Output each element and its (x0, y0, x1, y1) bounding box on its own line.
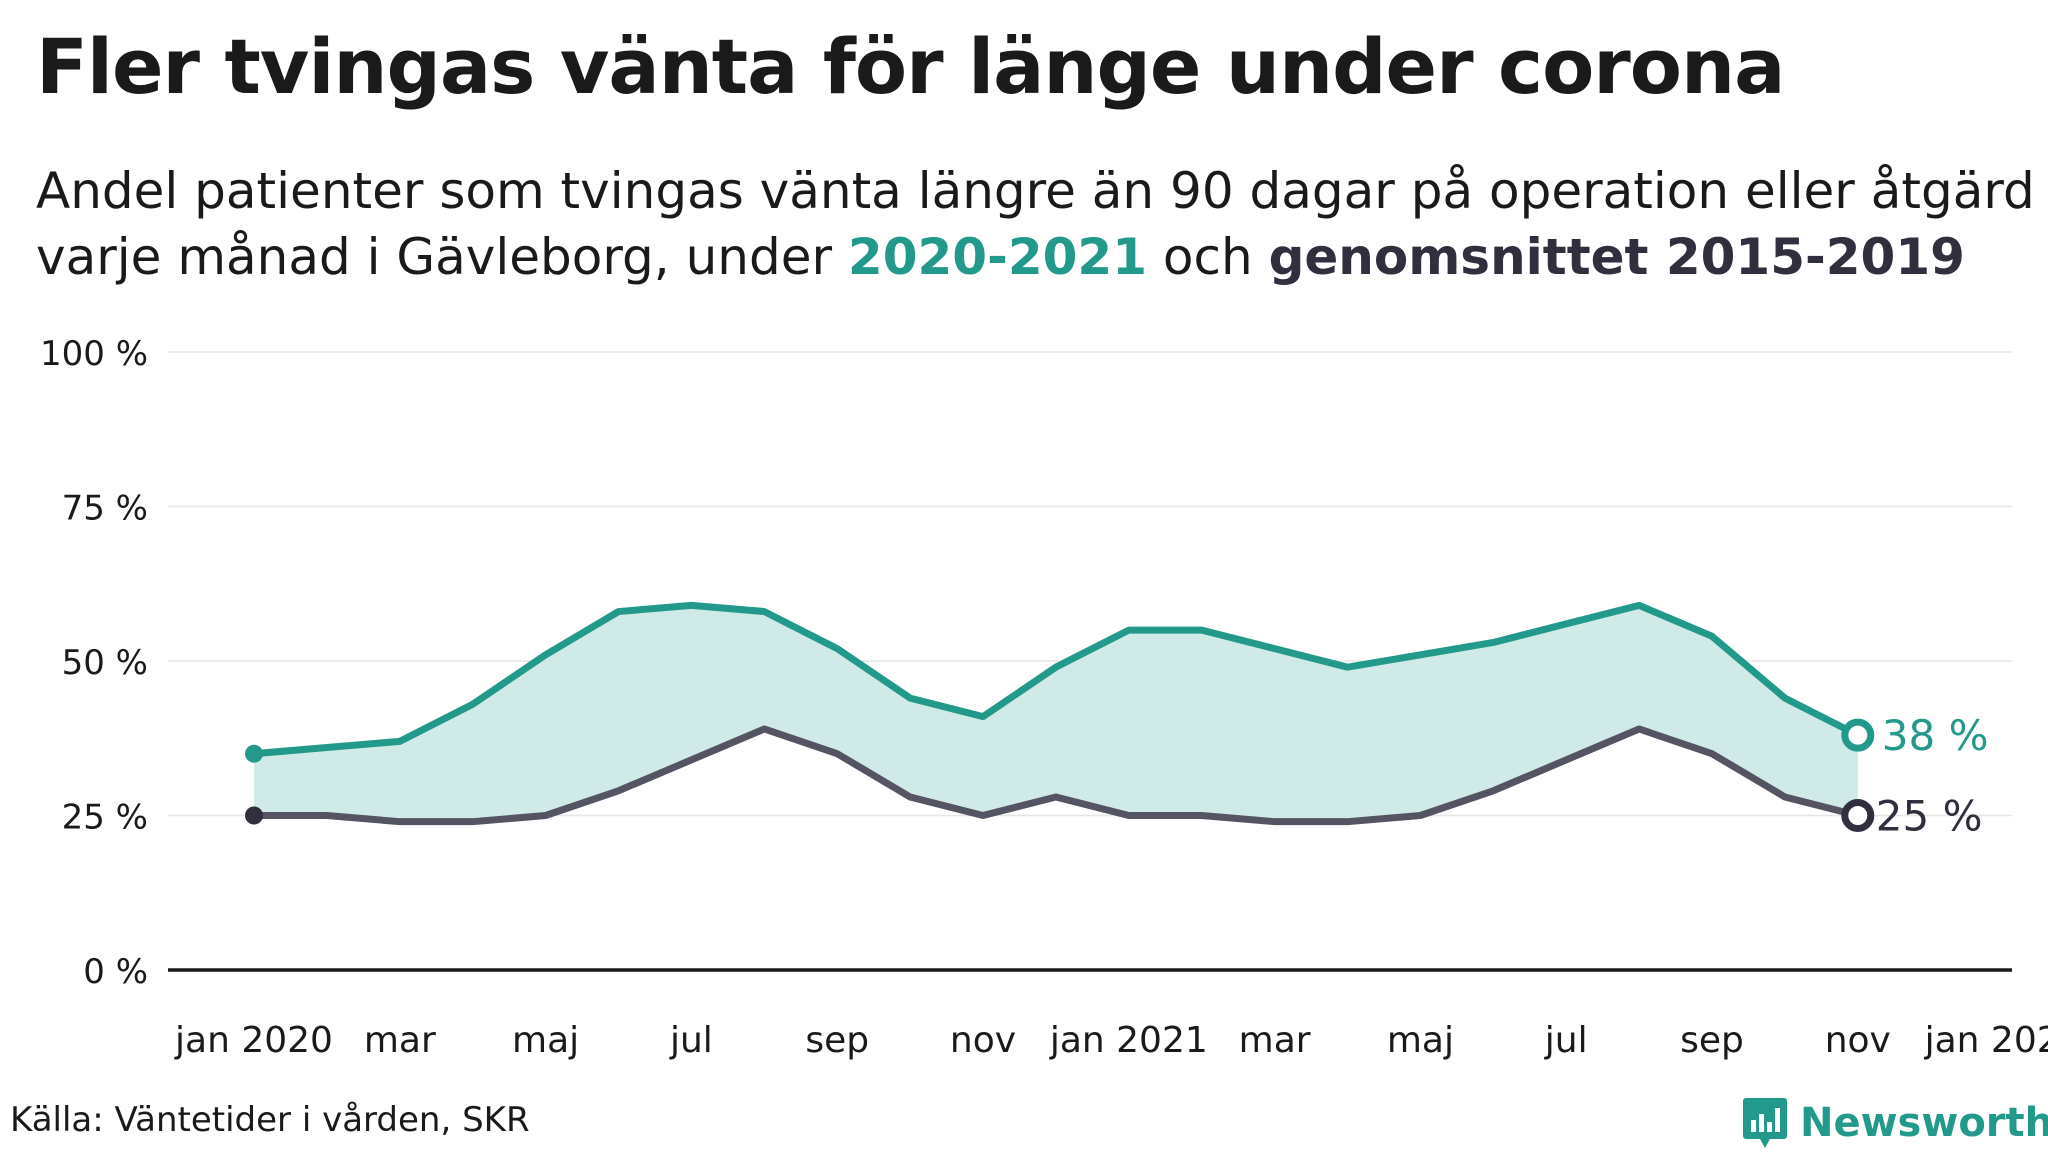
series-markers: 38 % 25 % (245, 711, 1989, 841)
tick-labels: 100 % 75 % 50 % 25 % 0 % jan 2020 mar maj jul sep… (40, 334, 2048, 1061)
series-line-average (250, 725, 1862, 826)
series-start-marker-current (245, 744, 263, 763)
subtitle-current-period: 2020-2021 (847, 228, 1147, 286)
source-note: Källa: Väntetider i vården, SKR (10, 1100, 530, 1140)
x-tick-label: mar (1239, 1020, 1311, 1061)
y-tick-label: 50 % (62, 643, 148, 683)
band-area (254, 605, 1858, 822)
subtitle-connector: och (1147, 228, 1269, 286)
x-tick-label: nov (1825, 1020, 1891, 1061)
x-tick-label: jul (669, 1020, 713, 1061)
subtitle-line-1: Andel patienter som tvingas vänta längre… (36, 162, 2035, 220)
x-tick-label: jul (1544, 1020, 1588, 1061)
x-tick-label: jan 2020 (174, 1020, 333, 1061)
y-tick-label: 100 % (40, 334, 148, 374)
x-tick-label: jan 2022 (1924, 1020, 2048, 1061)
brand-logo[interactable]: Newsworthy (1742, 1093, 2048, 1153)
chart-title: Fler tvingas vänta för länge under coron… (36, 22, 1785, 111)
series-line-current (250, 601, 1862, 758)
x-tick-label: maj (1387, 1020, 1454, 1061)
subtitle-average-period: genomsnittet 2015-2019 (1268, 228, 1965, 286)
end-label-average: 25 % (1876, 792, 1983, 841)
x-tick-label: jan 2021 (1049, 1020, 1208, 1061)
brand-name: Newsworthy (1800, 1100, 2048, 1146)
y-tick-label: 75 % (62, 489, 148, 529)
subtitle-prefix: varje månad i Gävleborg, under (36, 228, 848, 286)
newsworthy-logo-icon (1743, 1098, 1787, 1148)
y-tick-label: 25 % (62, 798, 148, 838)
x-tick-label: sep (1680, 1020, 1744, 1061)
y-tick-label: 0 % (83, 952, 148, 992)
series-lines (250, 601, 1862, 826)
subtitle-line-2: varje månad i Gävleborg, under 2020-2021… (36, 224, 2035, 290)
x-tick-label: sep (805, 1020, 869, 1061)
x-tick-label: mar (364, 1020, 436, 1061)
chart-subtitle: Andel patienter som tvingas vänta längre… (36, 158, 2035, 290)
series-end-marker-current (1841, 718, 1875, 752)
series-start-marker-average (245, 806, 263, 825)
difference-band (254, 605, 1858, 822)
x-tick-label: maj (512, 1020, 579, 1061)
series-end-marker-average (1841, 799, 1875, 832)
x-tick-label: nov (950, 1020, 1016, 1061)
end-label-current: 38 % (1882, 711, 1989, 760)
